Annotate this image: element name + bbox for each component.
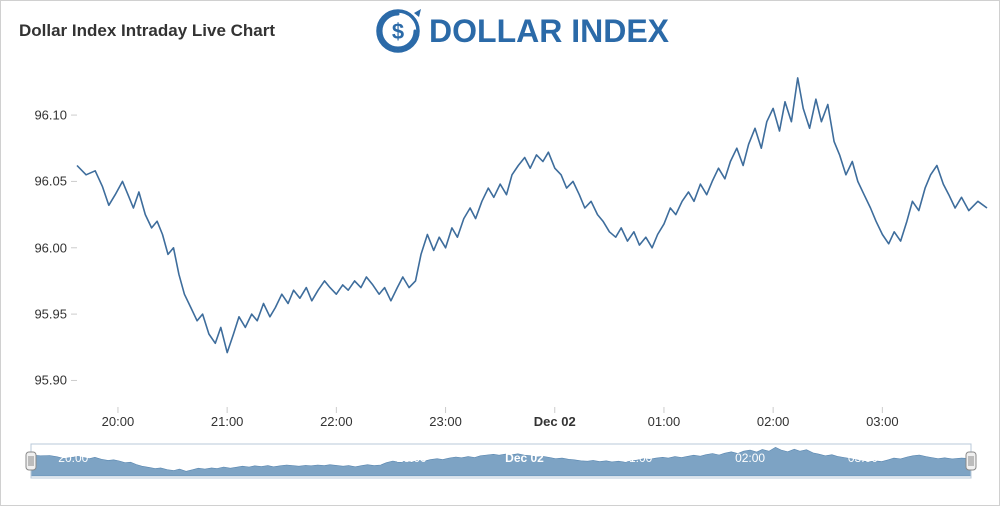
nav-tick-label: 22:00 <box>284 451 314 465</box>
x-tick-label: 01:00 <box>648 414 681 429</box>
price-chart[interactable]: 95.90 95.95 96.00 96.05 96.10 20:00 21:00 22:0… <box>19 57 991 437</box>
nav-tick-label: 02:00 <box>735 451 765 465</box>
line-chart-svg <box>19 57 991 437</box>
y-tick-label: 95.90 <box>19 373 67 388</box>
x-tick-label: 20:00 <box>102 414 135 429</box>
nav-tick-label: 21:00 <box>171 451 201 465</box>
dollar-index-icon: $ <box>375 8 421 54</box>
y-tick-label: 96.05 <box>19 174 67 189</box>
navigator-svg <box>21 443 981 479</box>
range-navigator[interactable]: 20:00 21:00 22:00 23:00 Dec 02 01:00 02:00 03:0… <box>21 443 981 479</box>
nav-tick-label: 01:00 <box>622 451 652 465</box>
nav-tick-label: 20:00 <box>58 451 88 465</box>
x-tick-label: 02:00 <box>757 414 790 429</box>
nav-tick-label: 23:00 <box>397 451 427 465</box>
svg-text:$: $ <box>392 19 404 44</box>
x-tick-label: 03:00 <box>866 414 899 429</box>
chart-title: Dollar Index Intraday Live Chart <box>19 21 275 41</box>
brand-text: DOLLAR INDEX <box>429 13 669 50</box>
nav-tick-label: 03:00 <box>848 451 878 465</box>
y-tick-label: 96.10 <box>19 108 67 123</box>
nav-handle-left[interactable] <box>26 452 36 470</box>
y-tick-label: 95.95 <box>19 307 67 322</box>
x-tick-label: Dec 02 <box>534 414 576 429</box>
x-tick-label: 23:00 <box>429 414 462 429</box>
brand-logo: $ DOLLAR INDEX <box>375 8 669 54</box>
x-tick-label: 22:00 <box>320 414 353 429</box>
nav-handle-right[interactable] <box>966 452 976 470</box>
chart-header: Dollar Index Intraday Live Chart $ DOLLA… <box>1 1 999 57</box>
y-tick-label: 96.00 <box>19 240 67 255</box>
x-tick-label: 21:00 <box>211 414 244 429</box>
nav-tick-label: Dec 02 <box>505 451 544 465</box>
